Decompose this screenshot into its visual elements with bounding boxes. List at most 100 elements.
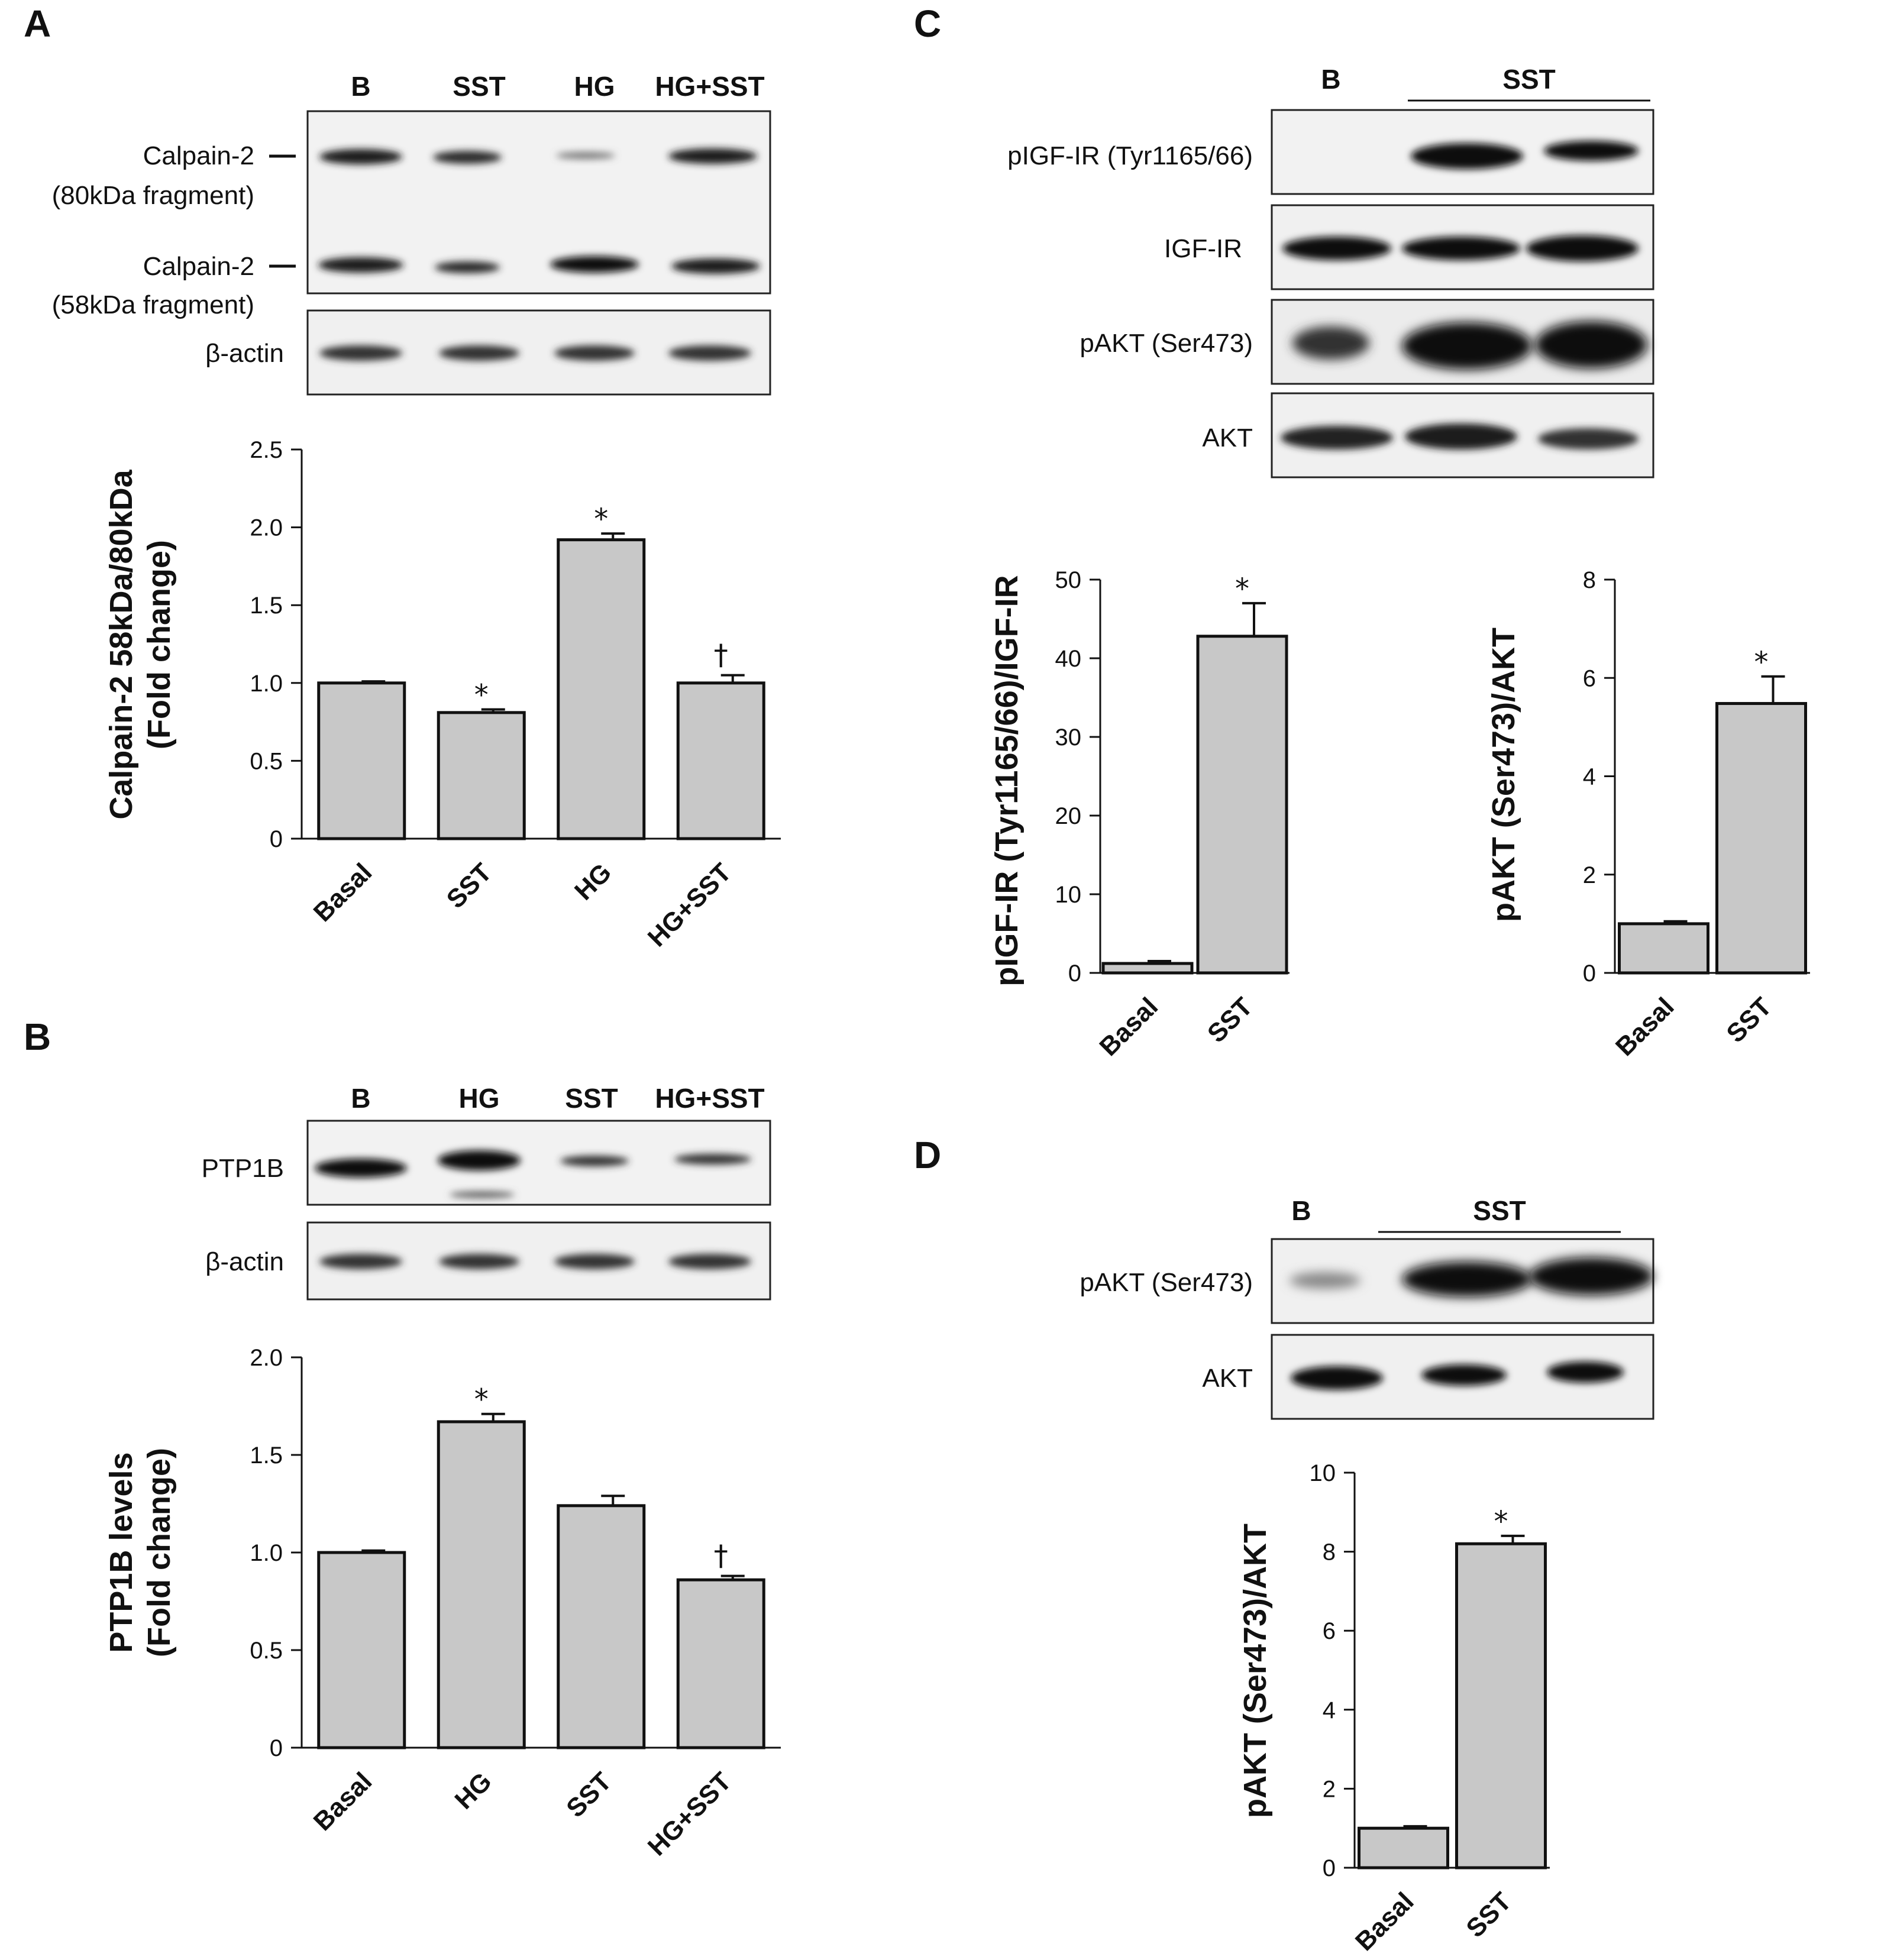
x-category-label: Basal	[308, 1767, 378, 1836]
band	[668, 345, 751, 361]
significance-marker: *	[1494, 1505, 1508, 1538]
panel-d-letter: D	[914, 1134, 941, 1176]
x-category-label: HG+SST	[642, 1767, 737, 1861]
bar	[676, 1578, 765, 1749]
bar	[557, 1504, 646, 1749]
blot-label: (58kDa fragment)	[52, 290, 254, 319]
x-category-label: Basal	[1094, 992, 1164, 1062]
band	[1292, 326, 1369, 360]
band	[1411, 143, 1523, 169]
band	[556, 152, 615, 159]
band	[1282, 237, 1391, 260]
bar	[1455, 1542, 1547, 1870]
bar	[317, 1551, 406, 1749]
y-axis-label: pAKT (Ser473)/AKT	[1237, 1524, 1273, 1818]
x-category-label: Basal	[308, 858, 378, 927]
y-tick-label: 2.0	[250, 515, 283, 541]
band	[439, 1254, 519, 1269]
chart-panel-c-pakt: 0 2 4 6 8 Basal * SST pAKT (Ser473)/AKT	[1486, 567, 1810, 1062]
y-tick-label: 0	[1068, 960, 1081, 987]
significance-marker: *	[594, 503, 608, 536]
band	[315, 1159, 407, 1178]
panel-b-lane-labels: B HG SST HG+SST	[351, 1083, 764, 1114]
band	[1421, 1364, 1507, 1386]
y-axis-label: Calpain-2 58kDa/80kDa	[104, 469, 139, 819]
bar	[1715, 701, 1807, 975]
band	[1402, 237, 1520, 260]
band	[1405, 423, 1517, 449]
band	[319, 1254, 402, 1269]
blot-label: β-actin	[205, 1247, 284, 1276]
y-tick-label: 0	[270, 826, 283, 852]
band	[1529, 1257, 1653, 1295]
blot-label: Calpain-2	[143, 141, 254, 170]
y-tick-label: 1.5	[250, 593, 283, 619]
y-tick-label: 40	[1055, 646, 1082, 672]
y-tick-label: 2	[1323, 1776, 1336, 1802]
panel-c: C B SST pIGF-IR (Tyr1165/66)	[914, 2, 1810, 1062]
y-tick-label: 30	[1055, 725, 1082, 751]
y-tick-label: 20	[1055, 803, 1082, 829]
bar	[1358, 1826, 1449, 1870]
x-category-label: SST	[1460, 1887, 1517, 1943]
panel-d-blot-akt	[1271, 1334, 1654, 1420]
bar	[1101, 962, 1194, 975]
blot-label: PTP1B	[202, 1154, 284, 1183]
blot-label: IGF-IR	[1164, 234, 1242, 263]
bar	[437, 1420, 526, 1749]
lane-label: HG+SST	[655, 71, 764, 102]
panel-b-blot-ptp1b	[306, 1120, 771, 1206]
x-category-label: SST	[1202, 992, 1258, 1048]
panel-c-blot-akt	[1271, 392, 1654, 478]
blot-label: pIGF-IR (Tyr1165/66)	[1007, 141, 1253, 170]
band	[1526, 235, 1639, 261]
panel-a-blot-actin	[306, 309, 771, 396]
y-tick-label: 8	[1323, 1539, 1336, 1566]
lane-label: SST	[1473, 1195, 1526, 1226]
bar	[676, 681, 765, 840]
lane-label: B	[351, 1083, 370, 1114]
y-tick-label: 50	[1055, 567, 1082, 593]
lane-label: HG	[574, 71, 615, 102]
significance-marker: *	[474, 1383, 489, 1416]
band	[1538, 428, 1639, 449]
band	[550, 256, 639, 273]
band	[319, 345, 402, 361]
panel-c-blot-pigf	[1271, 109, 1654, 195]
band	[1535, 321, 1647, 368]
lane-label: SST	[453, 71, 505, 102]
panel-c-blot-labels: pIGF-IR (Tyr1165/66) IGF-IR pAKT (Ser473…	[1007, 141, 1253, 452]
panel-b-blot-actin	[306, 1221, 771, 1301]
band	[668, 148, 757, 164]
band	[668, 1254, 751, 1269]
band	[1290, 1272, 1360, 1289]
y-tick-label: 4	[1323, 1697, 1336, 1723]
band	[1544, 141, 1639, 161]
x-category-label: Basal	[1610, 992, 1680, 1062]
band	[554, 345, 635, 361]
lane-label: SST	[565, 1083, 618, 1114]
lane-label: HG+SST	[655, 1083, 764, 1114]
panel-a: A B SST HG HG+SST Calpain-2	[24, 2, 781, 952]
significance-marker: †	[714, 639, 728, 672]
panel-b-letter: B	[24, 1015, 51, 1058]
blot-label: β-actin	[205, 339, 284, 368]
band	[319, 149, 402, 164]
band	[1547, 1361, 1624, 1383]
panel-d-blot-labels: pAKT (Ser473) AKT	[1080, 1268, 1253, 1393]
y-axis-label: PTP1B levels	[104, 1452, 139, 1652]
chart-panel-d: 0 2 4 6 8 10 Basal * SST pAKT (Ser473)/AKT	[1237, 1460, 1550, 1956]
bar	[557, 538, 646, 840]
y-tick-label: 1.0	[250, 1540, 283, 1566]
blot-label: (80kDa fragment)	[52, 181, 254, 210]
lane-label: B	[1321, 64, 1340, 95]
x-category-label: SST	[1721, 992, 1777, 1048]
significance-marker: *	[474, 679, 489, 712]
x-category-label: HG+SST	[642, 858, 737, 952]
lane-label: B	[351, 71, 370, 102]
y-axis-label: (Fold change)	[141, 540, 177, 749]
y-axis-label: pIGF-IR (Tyr1165/66)/IGF-IR	[989, 575, 1025, 986]
band	[1402, 322, 1532, 370]
band	[1291, 1366, 1383, 1390]
